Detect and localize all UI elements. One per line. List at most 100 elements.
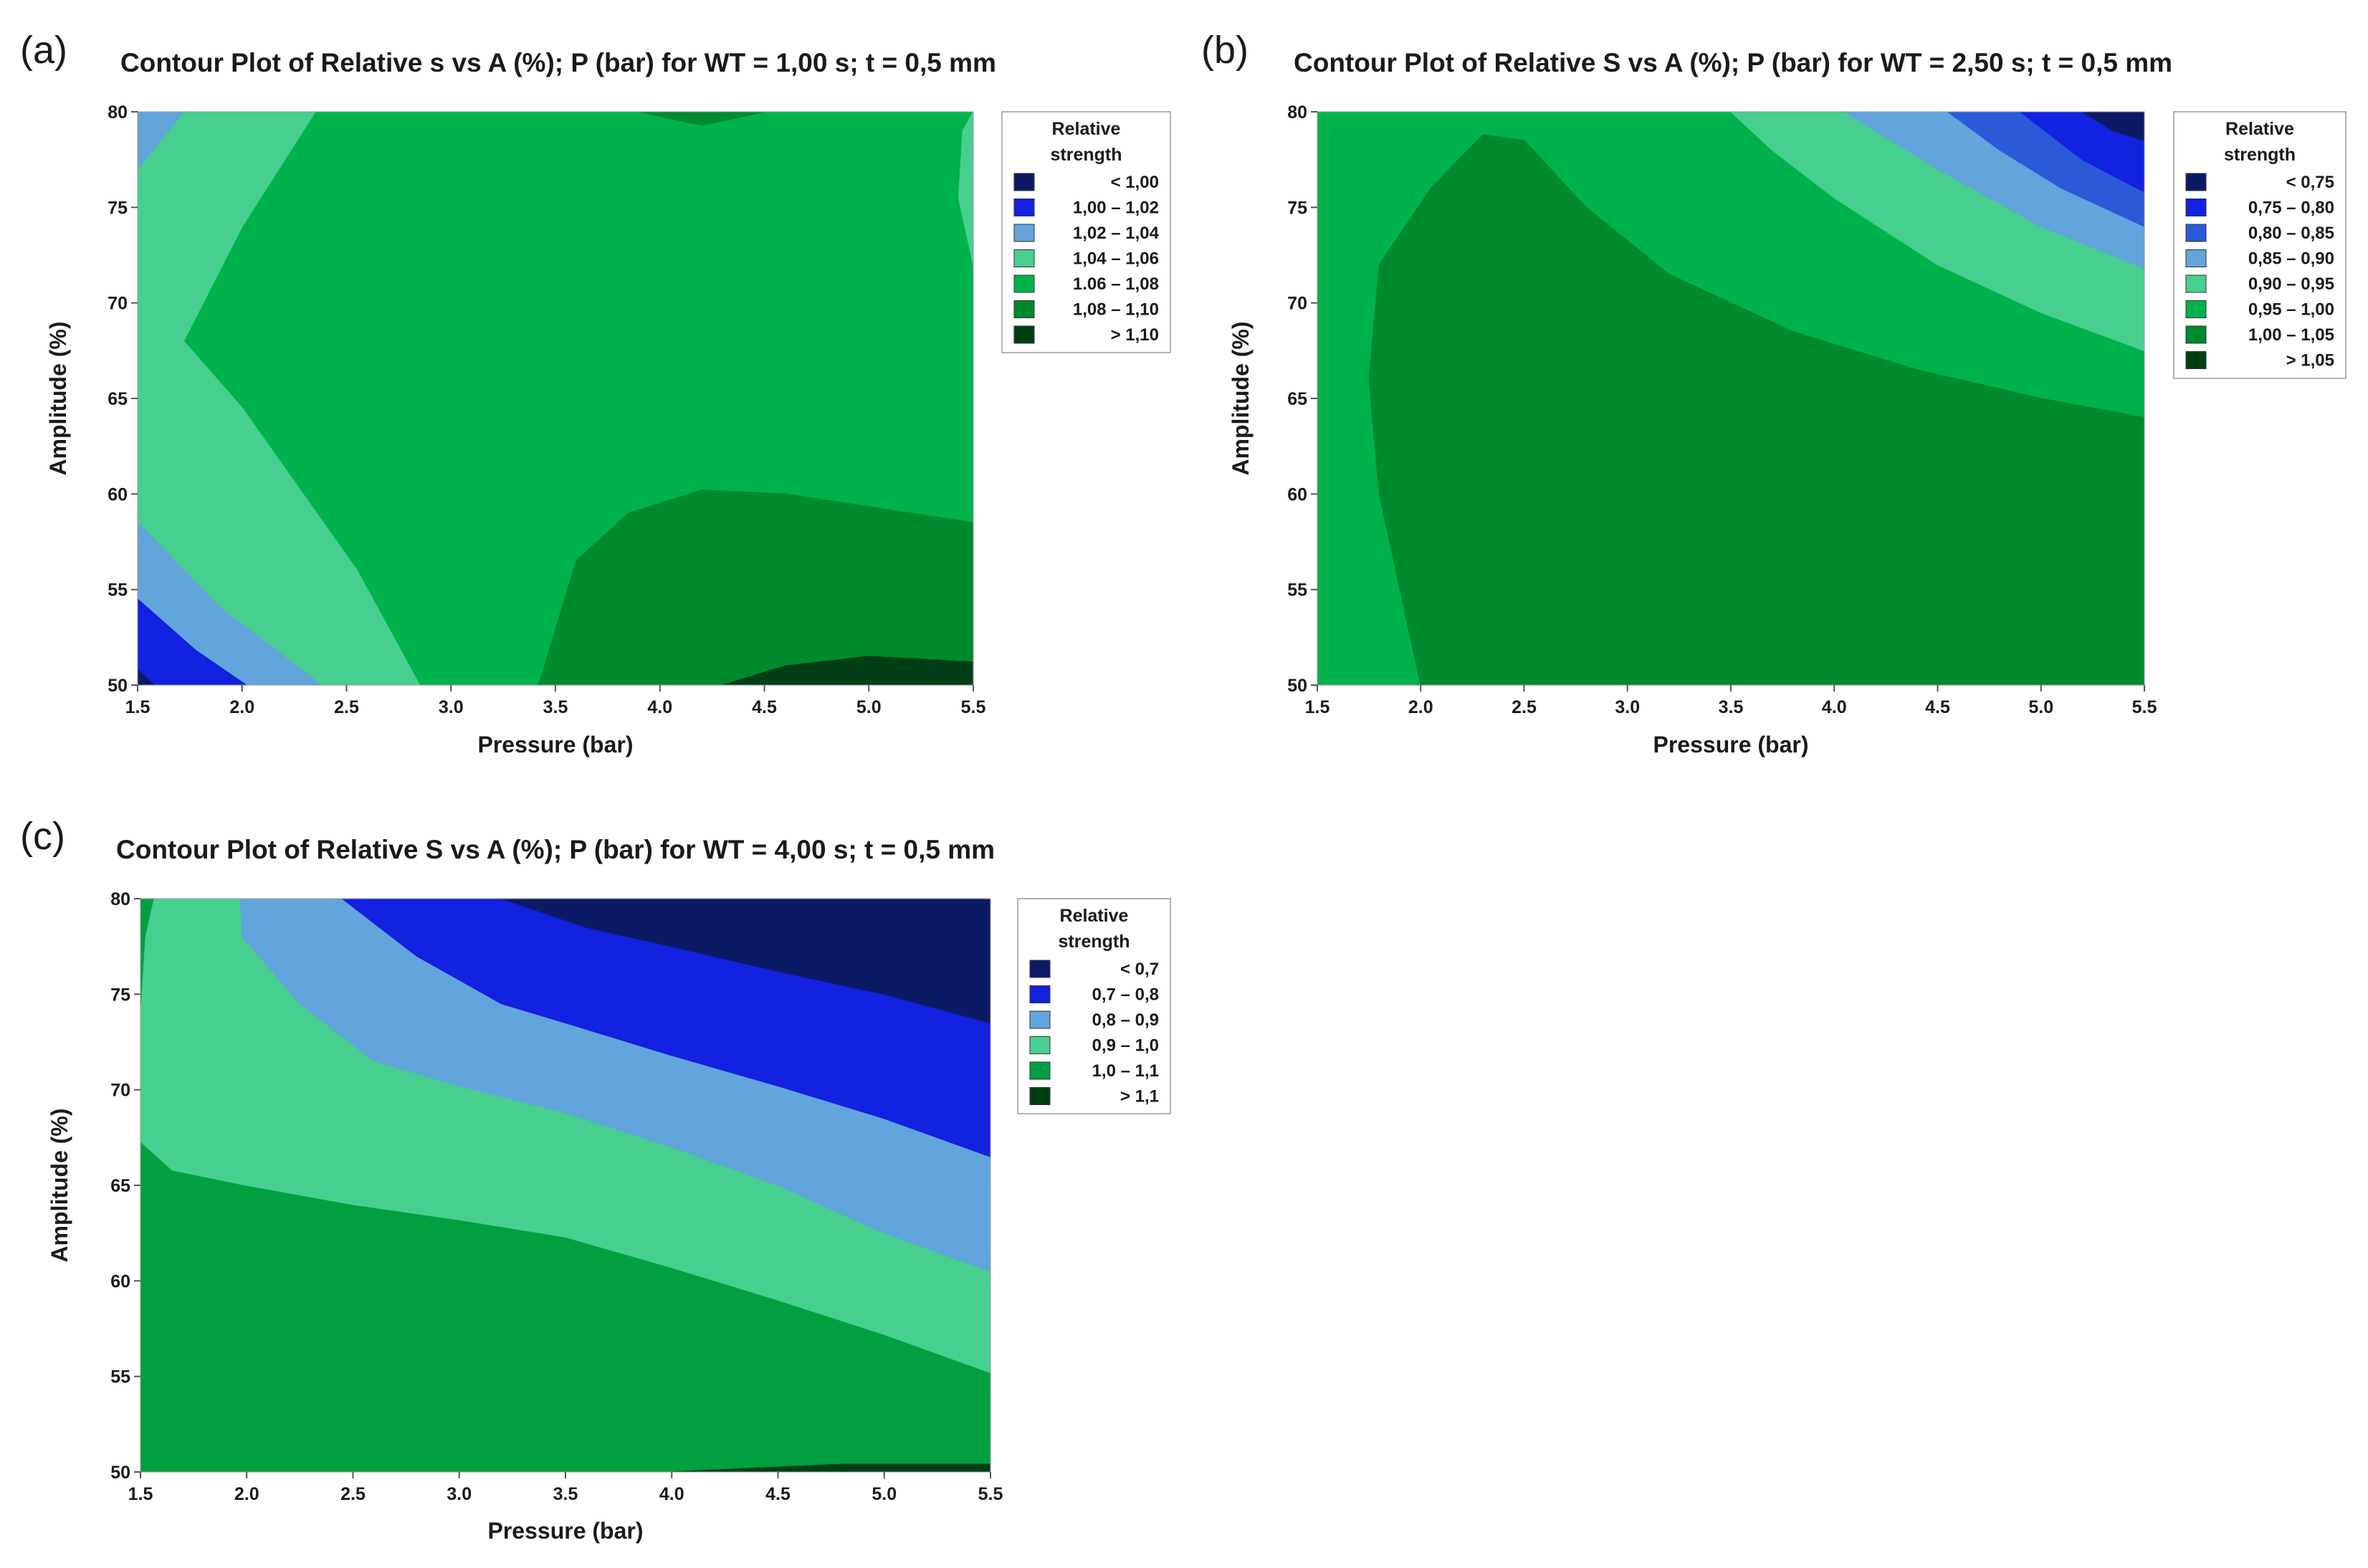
x-tick-label: 2.0 xyxy=(229,697,254,717)
legend-swatch xyxy=(1029,1087,1051,1105)
legend-swatch xyxy=(2185,199,2207,216)
legend-item-label: < 0,75 xyxy=(2286,173,2334,192)
y-tick-label: 75 xyxy=(108,198,128,218)
legend-item-label: 1,02 – 1,04 xyxy=(1073,224,1160,243)
y-tick-label: 55 xyxy=(108,580,128,601)
x-tick-label: 4.0 xyxy=(647,697,672,717)
x-tick-label: 5.5 xyxy=(961,697,986,717)
chart-title: Contour Plot of Relative S vs A (%); P (… xyxy=(1294,48,2172,77)
x-tick-label: 1.5 xyxy=(125,697,151,717)
y-tick-label: 65 xyxy=(108,389,128,409)
legend-item-label: 0,9 – 1,0 xyxy=(1092,1036,1159,1056)
x-tick-label: 2.5 xyxy=(1512,697,1537,717)
legend-item-label: 1,0 – 1,1 xyxy=(1092,1061,1159,1081)
legend-item-label: 0,90 – 0,95 xyxy=(2248,274,2334,294)
x-tick-label: 5.0 xyxy=(2028,697,2053,717)
legend-swatch xyxy=(1029,985,1051,1003)
legend-item-label: 1.06 – 1,08 xyxy=(1073,274,1159,294)
y-axis-label: Amplitude (%) xyxy=(45,321,71,475)
legend-item-label: < 0,7 xyxy=(1120,960,1159,979)
x-axis-label: Pressure (bar) xyxy=(1653,732,1809,757)
x-tick-label: 3.5 xyxy=(553,1484,578,1504)
legend-item-label: 0,80 – 0,85 xyxy=(2248,224,2334,243)
x-tick-label: 4.0 xyxy=(1822,697,1847,717)
contour-plot-area xyxy=(1317,112,2144,685)
legend-swatch xyxy=(1013,173,1035,191)
x-tick-label: 4.5 xyxy=(1925,697,1950,717)
legend-item-label: < 1,00 xyxy=(1111,173,1159,192)
contour-region-level-1 xyxy=(2020,112,2144,193)
legend-swatch xyxy=(1013,199,1035,216)
chart-title: Contour Plot of Relative s vs A (%); P (… xyxy=(120,48,996,77)
panel-label: (c) xyxy=(20,815,65,858)
x-tick-label: 2.5 xyxy=(334,697,359,717)
legend-swatch xyxy=(2185,274,2207,293)
y-tick-label: 60 xyxy=(110,1271,130,1291)
legend-swatch xyxy=(1029,1010,1051,1029)
legend-swatch xyxy=(2185,173,2207,191)
contour-region-level-6 xyxy=(722,656,973,685)
panel-b: (b) Contour Plot of Relative S vs A (%); … xyxy=(1201,29,2346,757)
legend-item-label: 0,75 – 0,80 xyxy=(2248,199,2334,218)
x-tick-label: 1.5 xyxy=(1305,697,1330,717)
contour-region-level-0 xyxy=(2081,112,2144,141)
legend: Relative strength < 1,00 1,00 – 1,02 1,02 – … xyxy=(1001,111,1171,353)
y-tick-label: 75 xyxy=(110,985,130,1005)
x-tick-label: 4.5 xyxy=(752,697,777,717)
legend-item-label: 0,95 – 1,00 xyxy=(2248,300,2334,320)
x-tick-label: 3.5 xyxy=(1719,697,1744,717)
x-tick-label: 4.0 xyxy=(659,1484,684,1504)
x-tick-label: 3.0 xyxy=(439,697,464,717)
y-tick-label: 80 xyxy=(110,889,130,909)
contour-region-level-5 xyxy=(671,1463,990,1472)
contour-region-level-6 xyxy=(1368,134,2144,685)
y-tick-label: 50 xyxy=(110,1463,130,1483)
legend-item-label: 1,04 – 1,06 xyxy=(1073,249,1159,269)
x-tick-label: 5.5 xyxy=(978,1484,1003,1504)
contour-region-level-3 xyxy=(138,112,421,685)
x-tick-label: 5.0 xyxy=(872,1484,897,1504)
y-tick-label: 80 xyxy=(1287,102,1307,123)
contour-region-level-0 xyxy=(501,899,990,1024)
legend-title-line: Relative xyxy=(1060,906,1129,926)
contour-region-level-4 xyxy=(140,899,154,1005)
y-tick-label: 70 xyxy=(1287,294,1307,314)
panel-label: (b) xyxy=(1201,29,1249,72)
legend-swatch xyxy=(1013,274,1035,293)
legend-item-label: 0,85 – 0,90 xyxy=(2248,249,2334,269)
contour-region-level-5 xyxy=(638,112,765,126)
legend-swatch xyxy=(1029,960,1051,978)
contour-plot-area xyxy=(138,112,973,685)
legend-item-label: > 1,1 xyxy=(1120,1087,1159,1106)
x-tick-label: 2.5 xyxy=(340,1484,366,1504)
y-tick-label: 80 xyxy=(108,102,128,123)
legend-title-line: strength xyxy=(2224,145,2296,165)
legend-swatch xyxy=(2185,224,2207,242)
x-tick-label: 2.0 xyxy=(234,1484,259,1504)
legend-swatch xyxy=(1029,1036,1051,1054)
legend-swatch xyxy=(1013,249,1035,267)
x-tick-label: 3.0 xyxy=(1615,697,1640,717)
legend-title-line: Relative xyxy=(1052,119,1121,139)
legend-swatch xyxy=(1013,300,1035,318)
chart-title: Contour Plot of Relative S vs A (%); P (… xyxy=(116,835,995,864)
x-axis-label: Pressure (bar) xyxy=(478,732,634,757)
legend-swatch xyxy=(2185,249,2207,267)
contour-plot-area xyxy=(140,899,990,1472)
y-tick-label: 70 xyxy=(110,1081,130,1101)
y-tick-label: 60 xyxy=(108,484,128,505)
legend-item-label: 1,00 – 1,02 xyxy=(1073,199,1159,218)
x-axis-label: Pressure (bar) xyxy=(488,1518,644,1544)
panel-c: (c) Contour Plot of Relative S vs A (%); … xyxy=(20,815,1171,1544)
legend-title-line: strength xyxy=(1051,145,1122,165)
legend-item-label: 1,08 – 1,10 xyxy=(1073,300,1159,320)
panel-label: (a) xyxy=(20,29,67,72)
legend-title-line: strength xyxy=(1059,932,1130,952)
legend-item-label: 1,00 – 1,05 xyxy=(2248,325,2334,345)
y-tick-label: 70 xyxy=(108,294,128,314)
legend-swatch xyxy=(2185,300,2207,318)
legend-item-label: > 1,10 xyxy=(1111,325,1159,345)
panel-a: (a) Contour Plot of Relative s vs A (%); … xyxy=(20,29,1171,757)
x-tick-label: 1.5 xyxy=(128,1484,153,1504)
